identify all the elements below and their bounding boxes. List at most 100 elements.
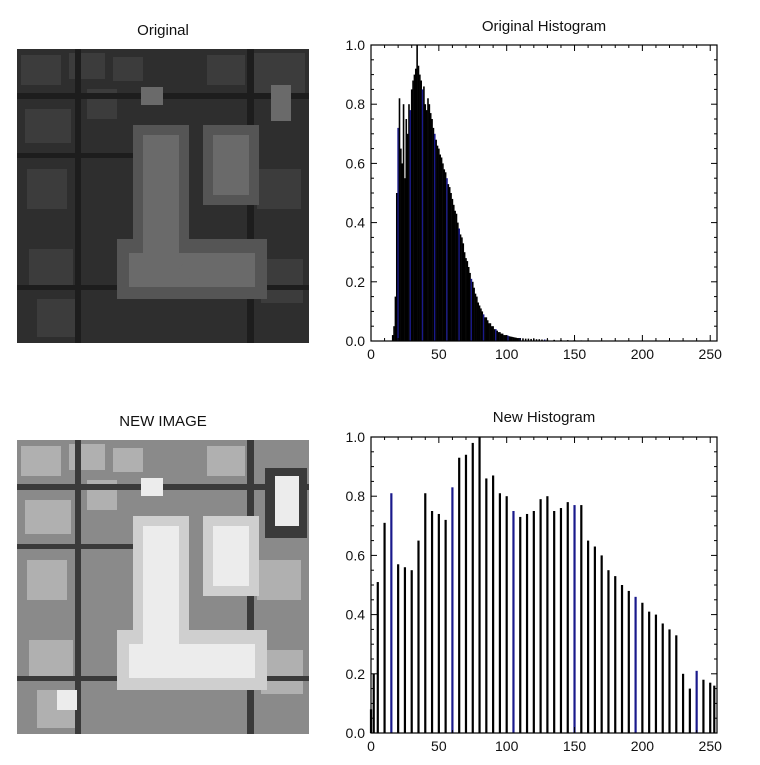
original-histogram-bar — [476, 296, 478, 341]
new-aerial-photo-graphic — [17, 440, 309, 734]
original-histogram-bar — [512, 337, 515, 341]
original-histogram-bar — [421, 89, 424, 342]
new-histogram-bar — [519, 516, 522, 733]
original-histogram-bar — [398, 98, 401, 341]
original-histogram-bar — [417, 65, 420, 341]
new-histogram-frame — [370, 436, 718, 734]
original-x-tick-label: 250 — [699, 346, 723, 362]
new-y-tick-label: 0.2 — [346, 666, 366, 682]
new-histogram-bar — [532, 511, 535, 733]
original-histogram-bar — [481, 311, 484, 341]
original-histogram-bar — [432, 127, 435, 341]
original-histogram-bar — [496, 330, 498, 341]
original-y-tick-label: 0.8 — [346, 96, 366, 112]
original-histogram-bar — [518, 338, 520, 341]
new-y-tick-label: 0.4 — [346, 607, 366, 623]
original-histogram-bar — [423, 86, 425, 341]
original-histogram-bar — [419, 74, 421, 341]
original-histogram-bar — [508, 336, 511, 341]
original-histogram-bar — [439, 154, 441, 341]
new-histogram-bar — [546, 496, 549, 733]
original-histogram-bar — [404, 178, 406, 341]
original-histogram-bar — [394, 296, 397, 341]
original-histogram-bar — [480, 308, 482, 341]
original-x-tick-label: 150 — [563, 346, 587, 362]
new-y-tick-label: 0.6 — [346, 547, 366, 563]
new-x-tick-label: 50 — [431, 738, 447, 754]
new-histogram-bar — [471, 442, 474, 733]
new-histogram-bar — [675, 635, 678, 733]
new-histogram-bar — [464, 454, 468, 733]
original-histogram-bar — [446, 178, 448, 341]
original-histogram-bar — [400, 148, 402, 341]
original-histogram-bar — [393, 326, 395, 341]
new-histogram-bar — [397, 564, 400, 733]
original-histogram-bar — [443, 169, 446, 341]
original-histogram-bar — [401, 163, 404, 341]
original-histogram-bar — [420, 80, 422, 342]
original-histogram-bar — [397, 127, 399, 341]
new-histogram-bar — [512, 511, 515, 733]
original-image-title: Original — [137, 22, 189, 39]
original-histogram-bar — [416, 45, 418, 341]
original-histogram-bar — [466, 261, 469, 341]
original-histogram-bar — [524, 338, 527, 341]
original-y-tick-label: 0.4 — [346, 215, 366, 231]
original-histogram-bar — [467, 267, 470, 341]
new-x-tick-label: 0 — [367, 738, 375, 754]
new-histogram-bar — [587, 540, 590, 733]
original-histogram-bar — [500, 333, 503, 341]
original-histogram-bar — [543, 339, 546, 341]
original-histogram-bar — [488, 323, 490, 341]
new-aerial-image — [17, 440, 309, 734]
original-histogram-bar — [447, 184, 450, 341]
original-histogram-bar — [442, 163, 444, 341]
new-histogram-bar — [654, 614, 658, 733]
original-histogram-bar — [484, 317, 486, 341]
original-histogram-bar — [413, 74, 416, 341]
original-histogram-bar — [474, 293, 477, 341]
new-histogram-bar — [390, 493, 393, 733]
new-histogram-bar — [430, 511, 434, 733]
original-histogram-bar — [501, 333, 504, 341]
new-histogram-bar — [627, 590, 630, 733]
new-histogram-bar — [709, 682, 712, 733]
original-histogram-bar — [448, 187, 451, 341]
original-aerial-image — [17, 49, 309, 343]
original-histogram-bar — [412, 80, 414, 342]
original-histogram-bar — [409, 110, 412, 342]
original-histogram-bar — [538, 339, 541, 341]
new-histogram-bar — [383, 522, 386, 733]
original-histogram-bar — [435, 139, 437, 341]
new-x-tick-label: 100 — [495, 738, 519, 754]
original-x-tick-label: 50 — [431, 346, 447, 362]
new-histogram-bar — [417, 540, 420, 733]
new-x-tick-label: 150 — [563, 738, 587, 754]
original-histogram-bar — [530, 338, 532, 341]
original-histogram-bar — [473, 287, 475, 341]
original-histogram-bar — [490, 326, 493, 341]
original-x-tick-label: 100 — [495, 346, 519, 362]
new-histogram-bar — [620, 585, 624, 733]
original-histogram-bar — [509, 336, 512, 341]
new-x-tick-label: 200 — [631, 738, 655, 754]
original-histogram-bar — [486, 320, 489, 341]
new-histogram-bar — [580, 505, 583, 733]
original-histogram-bar — [499, 332, 501, 341]
new-histogram-bar — [492, 475, 495, 733]
new-histogram-bar — [641, 602, 644, 733]
original-histogram-bar — [541, 339, 543, 341]
original-histogram-bar — [461, 237, 463, 341]
original-histogram-bar — [535, 339, 538, 341]
new-histogram-bar — [695, 670, 698, 733]
new-histogram-bar — [498, 493, 501, 733]
original-histogram-bar — [495, 329, 497, 341]
original-histogram-bar — [436, 145, 439, 341]
original-histogram-bar — [497, 332, 500, 341]
original-histogram-bar — [470, 278, 473, 341]
original-histogram-bar — [451, 198, 454, 341]
original-histogram-bar — [507, 335, 509, 341]
original-histogram-bar — [408, 104, 410, 341]
original-histogram-bar — [414, 68, 417, 342]
